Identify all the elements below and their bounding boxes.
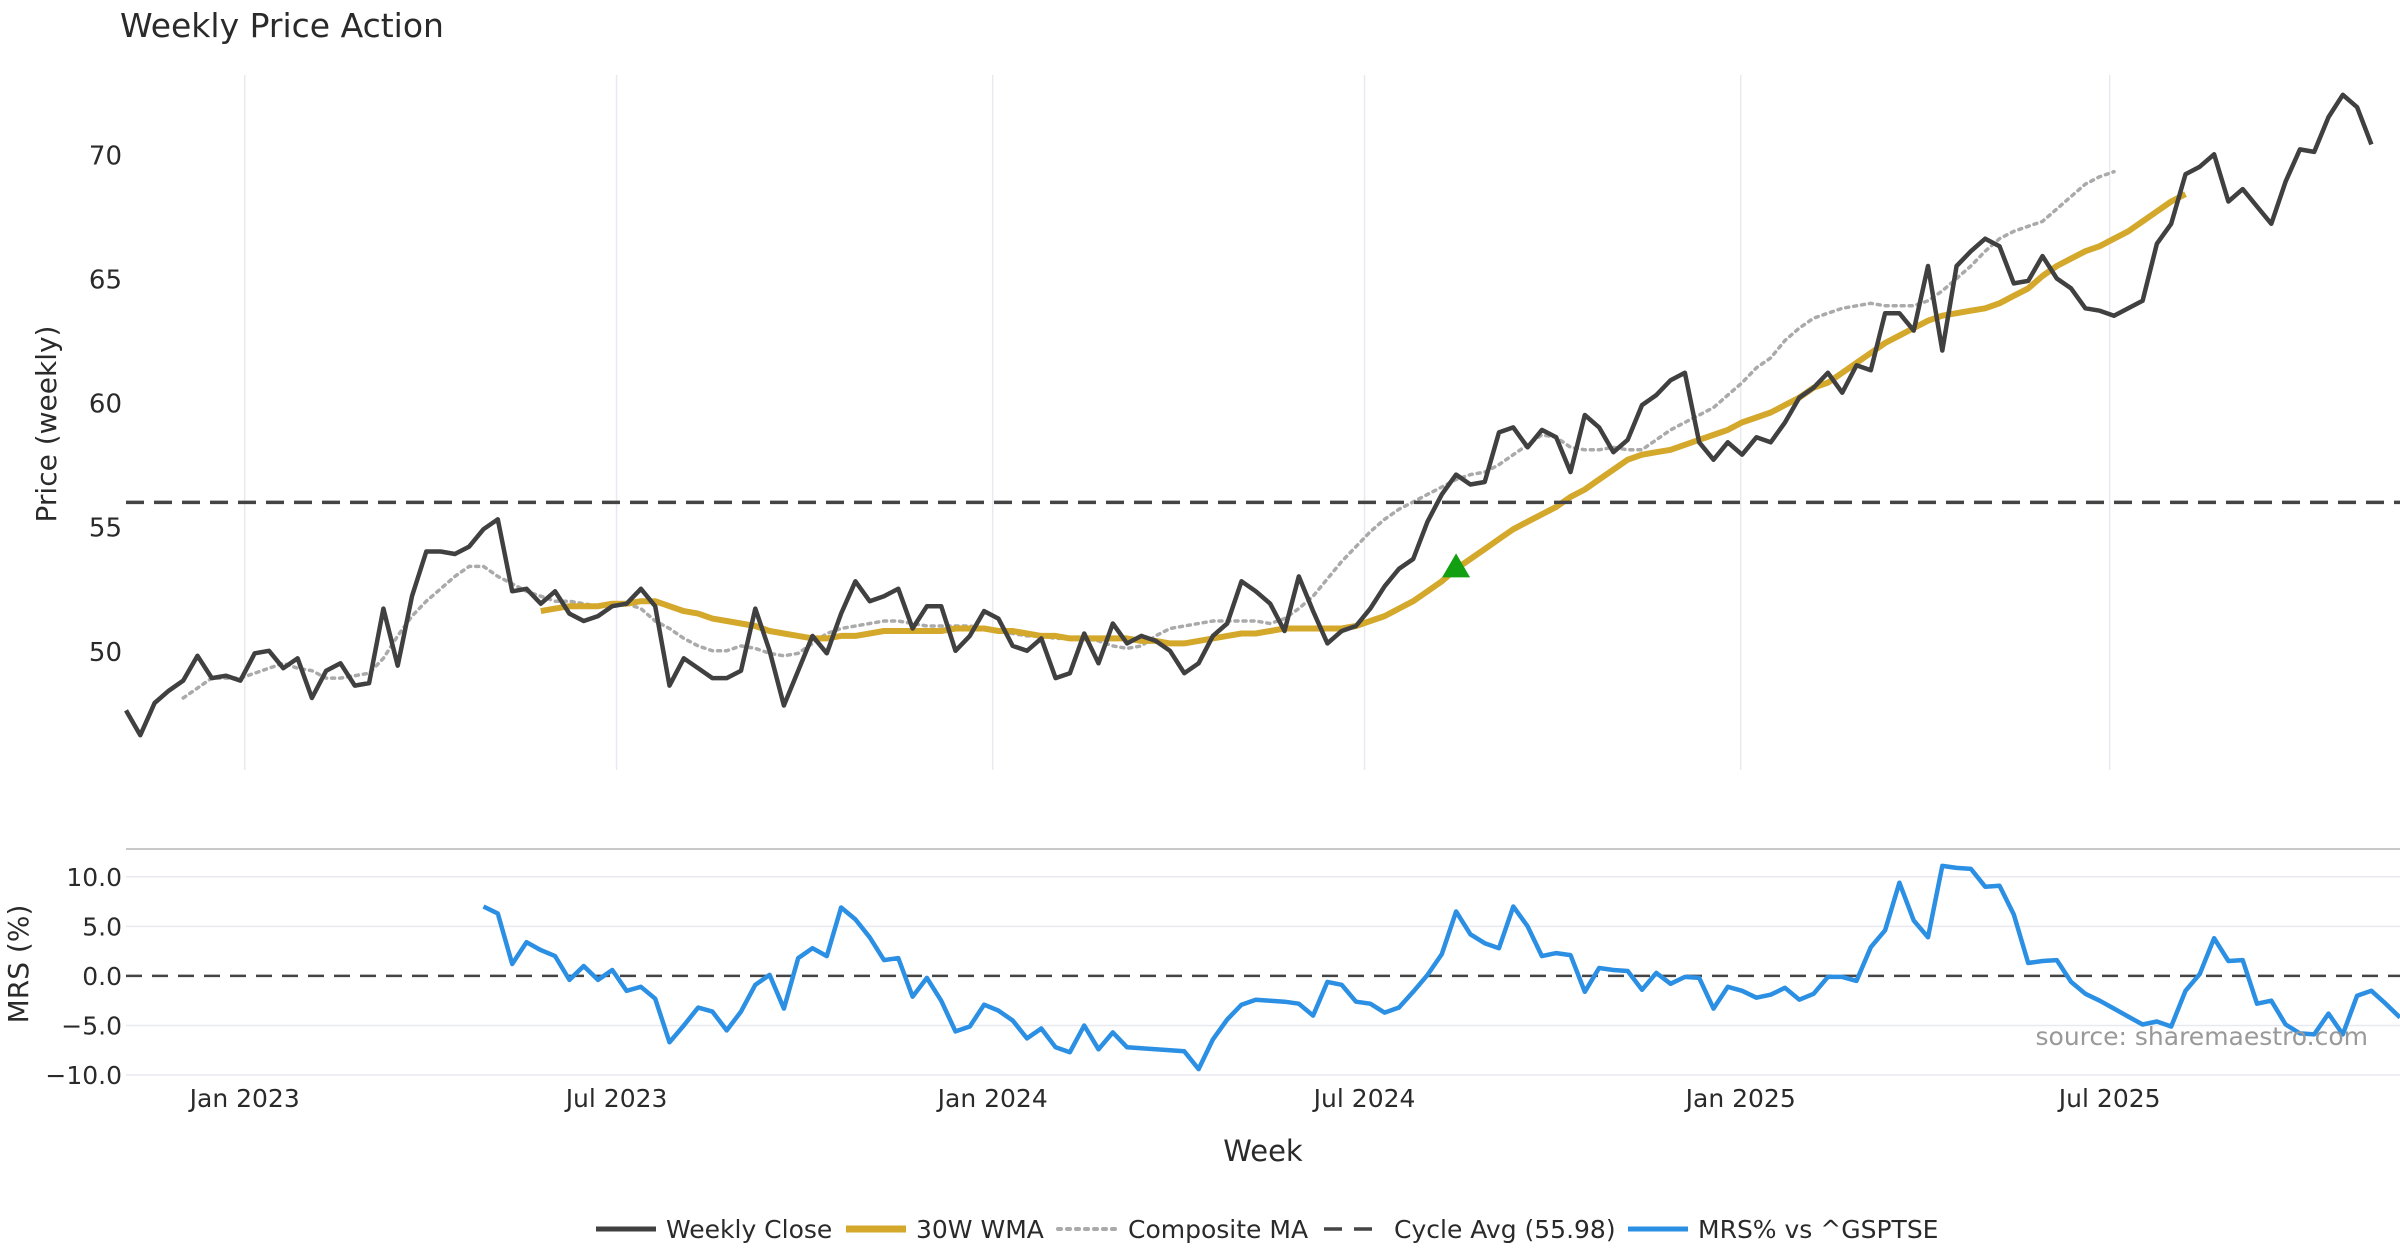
price-y-tick-60: 60 bbox=[89, 390, 122, 420]
price-y-axis-label: Price (weekly) bbox=[30, 326, 63, 523]
chart-title: Weekly Price Action bbox=[120, 6, 444, 45]
wma-30w-line bbox=[540, 191, 2187, 647]
x-tick-3: Jul 2024 bbox=[1312, 1084, 1416, 1113]
legend-item-0: Weekly Close bbox=[596, 1215, 832, 1244]
mrs-y-axis-label: MRS (%) bbox=[2, 905, 35, 1024]
mrs-y-tick-3: −5.0 bbox=[61, 1011, 122, 1040]
mrs-y-tick-2: 0.0 bbox=[82, 962, 122, 991]
legend-label-3: Cycle Avg (55.98) bbox=[1394, 1215, 1616, 1244]
x-tick-1: Jul 2023 bbox=[564, 1084, 668, 1113]
price-y-tick-55: 55 bbox=[89, 514, 122, 544]
composite-ma-line bbox=[181, 169, 2116, 700]
price-y-tick-50: 50 bbox=[89, 638, 122, 668]
source-attribution: source: sharemaestro.com bbox=[2036, 1022, 2369, 1051]
weekly-close-line bbox=[124, 92, 2374, 738]
x-tick-2: Jan 2024 bbox=[936, 1084, 1048, 1113]
x-tick-4: Jan 2025 bbox=[1684, 1084, 1796, 1113]
legend-item-1: 30W WMA bbox=[846, 1215, 1044, 1244]
legend-label-4: MRS% vs ^GSPTSE bbox=[1698, 1215, 1938, 1244]
legend-label-1: 30W WMA bbox=[916, 1215, 1044, 1244]
mrs-gridlines bbox=[126, 876, 2400, 1076]
legend-label-0: Weekly Close bbox=[666, 1215, 832, 1244]
legend-item-3: Cycle Avg (55.98) bbox=[1324, 1215, 1616, 1244]
mrs-line bbox=[482, 863, 2400, 1072]
price-series-lines bbox=[124, 92, 2400, 738]
legend-label-2: Composite MA bbox=[1128, 1215, 1308, 1244]
buy-signal-marker bbox=[1442, 553, 1471, 578]
x-axis-label: Week bbox=[1223, 1134, 1303, 1168]
mrs-y-tick-labels: 10.0 5.0 0.0 −5.0 −10.0 bbox=[45, 863, 122, 1090]
price-y-tick-70: 70 bbox=[89, 141, 122, 171]
x-tick-5: Jul 2025 bbox=[2057, 1084, 2161, 1113]
price-y-tick-labels: 50 55 60 65 70 bbox=[89, 141, 122, 668]
x-tick-0: Jan 2023 bbox=[188, 1084, 300, 1113]
mrs-y-tick-4: −10.0 bbox=[45, 1061, 122, 1090]
legend: Weekly Close 30W WMA Composite MA Cycle Avg… bbox=[596, 1215, 1938, 1244]
legend-item-4: MRS% vs ^GSPTSE bbox=[1628, 1215, 1938, 1244]
x-tick-labels: Jan 2023 Jul 2023 Jan 2024 Jul 2024 Jan 2025… bbox=[188, 1084, 2161, 1113]
mrs-y-tick-0: 10.0 bbox=[66, 863, 122, 892]
mrs-y-tick-1: 5.0 bbox=[82, 912, 122, 941]
legend-item-2: Composite MA bbox=[1056, 1215, 1308, 1244]
mrs-series-lines bbox=[482, 863, 2400, 1072]
price-y-tick-65: 65 bbox=[89, 265, 122, 295]
